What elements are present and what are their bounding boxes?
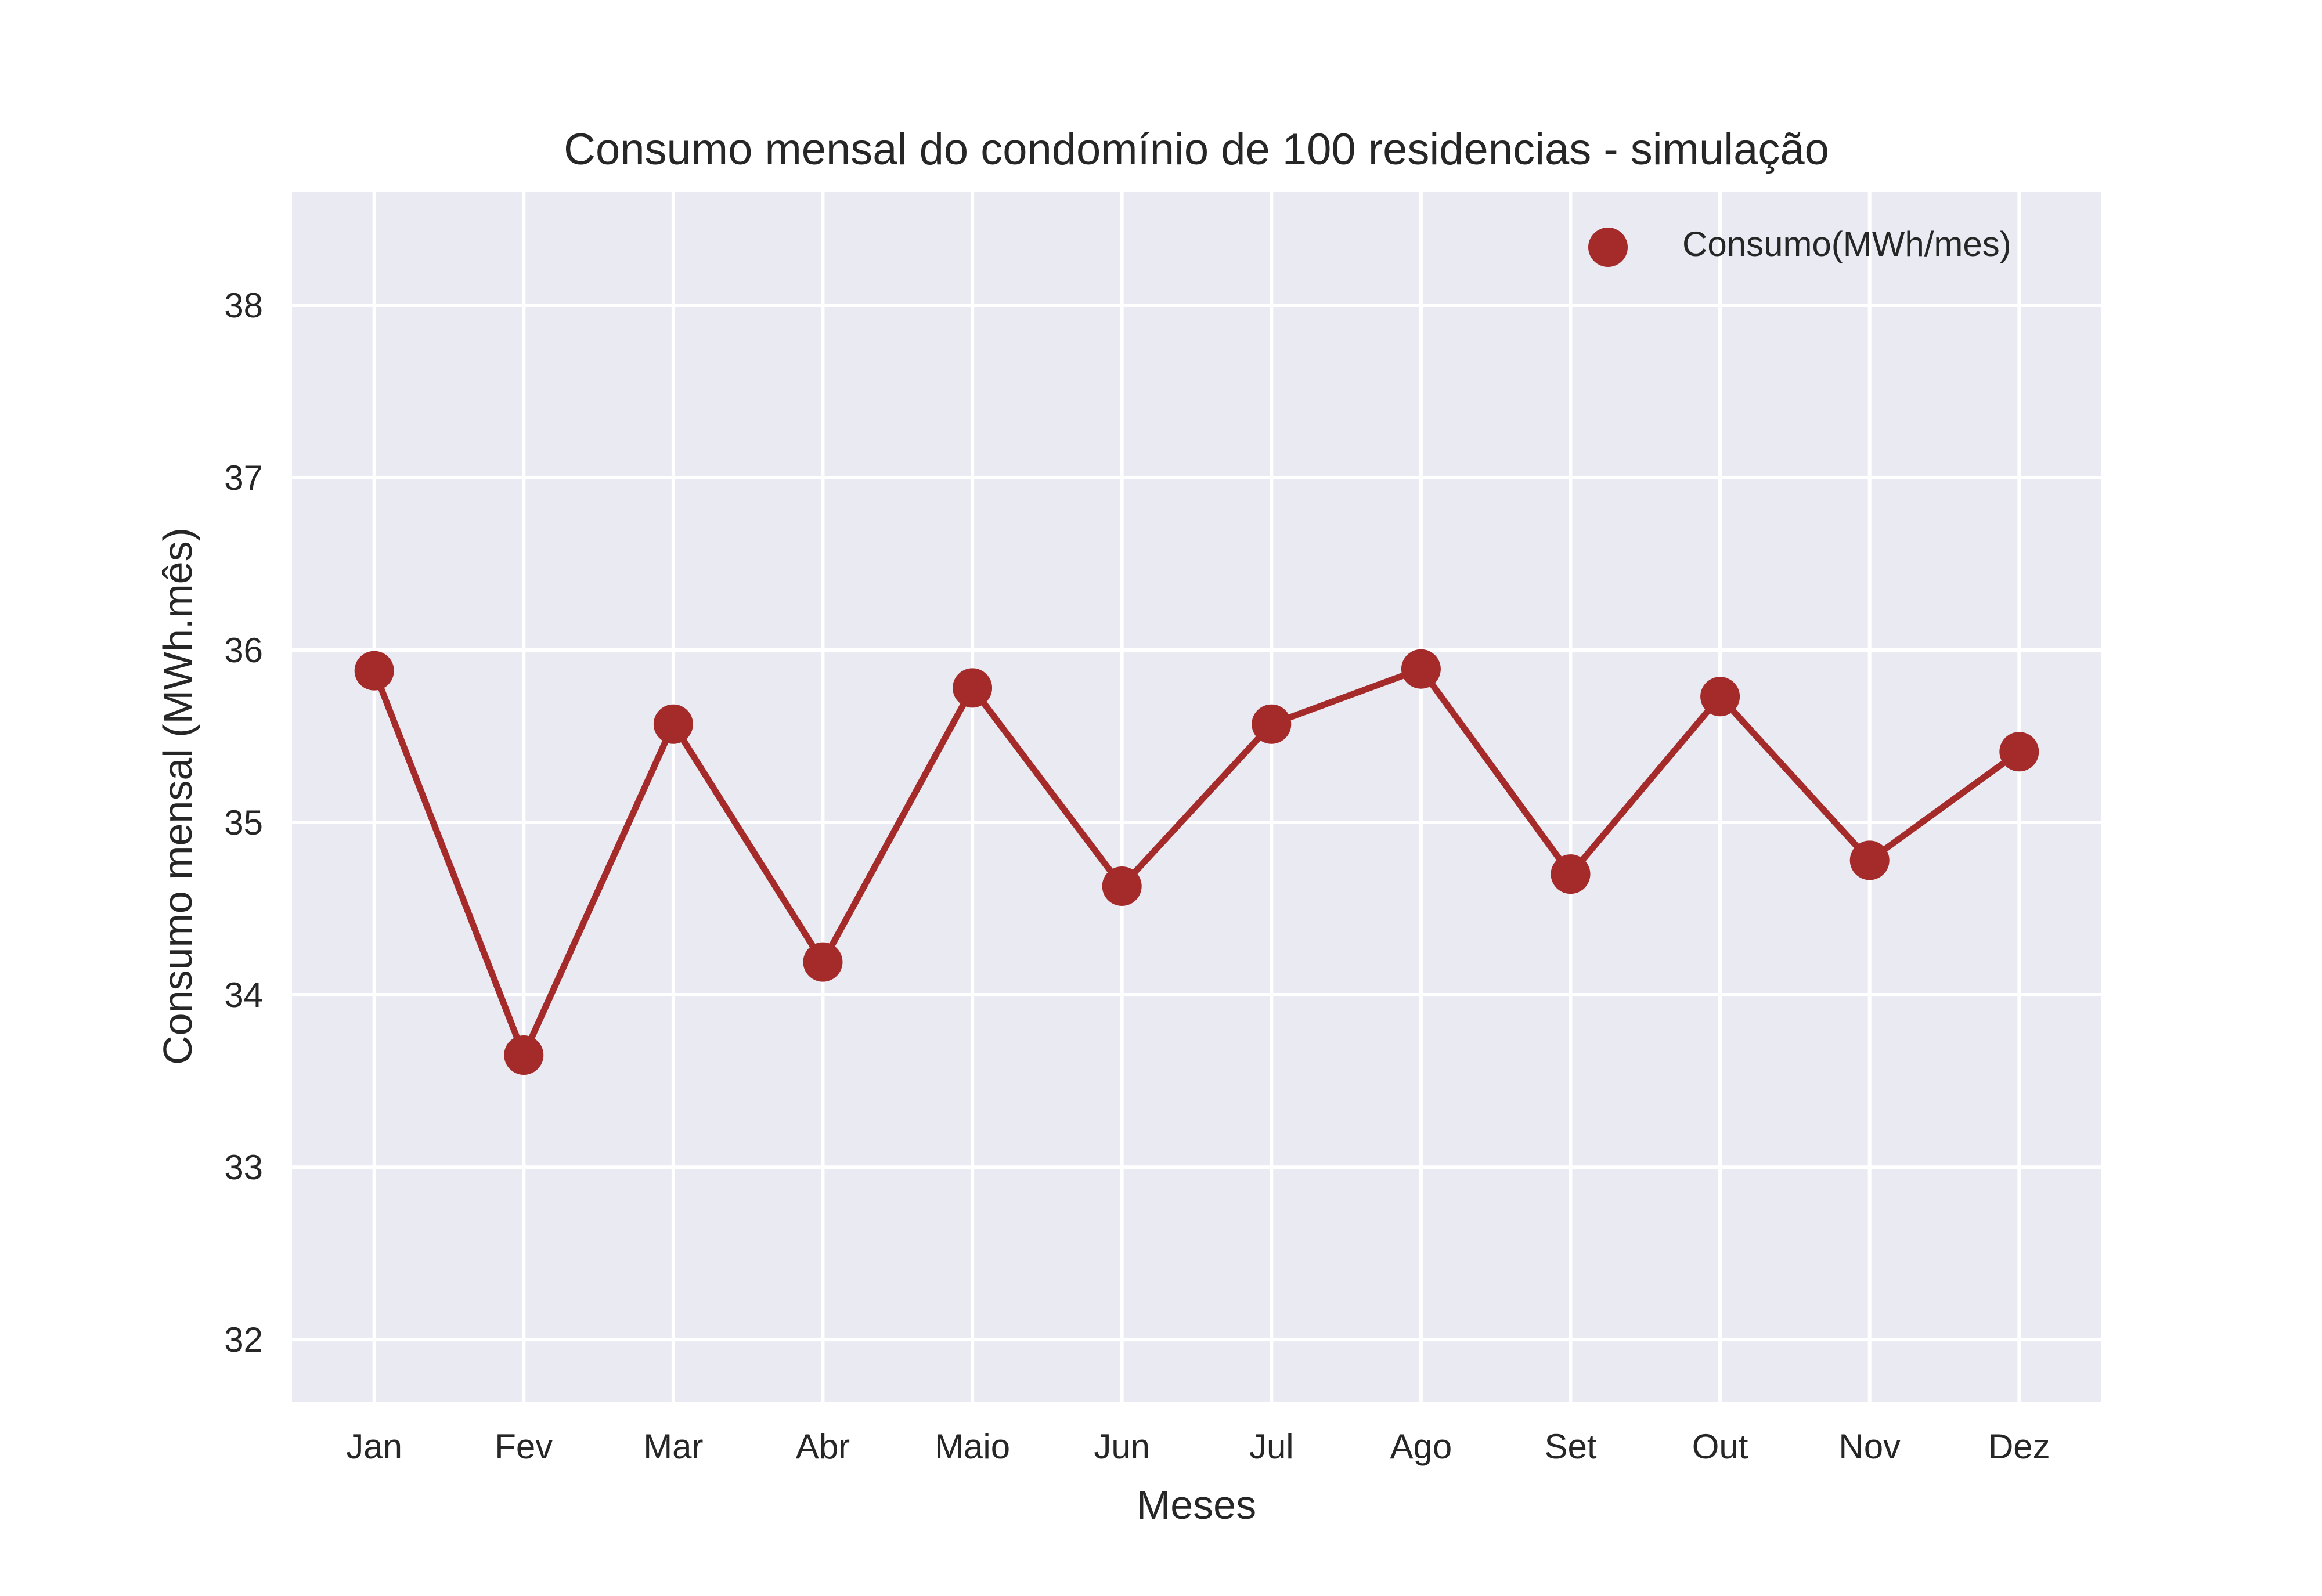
y-tick-label: 33 (224, 1148, 263, 1187)
x-tick-label: Jul (1249, 1427, 1294, 1466)
data-point (953, 668, 993, 708)
data-point (653, 704, 693, 744)
x-axis-label: Meses (1137, 1482, 1256, 1528)
legend-marker (1588, 228, 1628, 267)
y-tick-label: 38 (224, 286, 263, 325)
data-point (1999, 732, 2039, 772)
y-tick-label: 34 (224, 976, 263, 1014)
data-point (1849, 840, 1890, 880)
y-tick-label: 35 (224, 803, 263, 842)
x-tick-labels: Jan Fev Mar Abr Maio Jun Jul Ago Set Out Nov Dez (346, 1427, 2050, 1466)
plot-area (292, 192, 2101, 1402)
series-line (371, 666, 2021, 1059)
data-point (1401, 649, 1441, 689)
data-point (1551, 854, 1591, 894)
x-tick-label: Abr (796, 1427, 850, 1466)
series-layer (354, 649, 2039, 1075)
data-point (504, 1035, 544, 1075)
y-tick-label: 32 (224, 1320, 263, 1359)
x-tick-label: Out (1692, 1427, 1748, 1466)
y-tick-label: 37 (224, 458, 263, 497)
data-point (1700, 677, 1740, 717)
x-tick-label: Maio (935, 1427, 1010, 1466)
x-tick-label: Nov (1838, 1427, 1901, 1466)
x-tick-label: Set (1544, 1427, 1596, 1466)
y-tick-labels: 32 33 34 35 36 37 38 (224, 286, 263, 1359)
data-point (354, 651, 394, 691)
grid (292, 192, 2101, 1402)
data-point (1102, 866, 1142, 906)
chart-title: Consumo mensal do condomínio de 100 resi… (564, 125, 1829, 174)
x-tick-label: Jun (1094, 1427, 1150, 1466)
y-axis-label: Consumo mensal (MWh.mês) (155, 528, 200, 1065)
legend-label: Consumo(MWh/mes) (1682, 225, 2011, 263)
x-tick-label: Mar (643, 1427, 703, 1466)
data-point (1252, 704, 1292, 744)
y-tick-label: 36 (224, 631, 263, 670)
data-point (803, 942, 843, 982)
legend: Consumo(MWh/mes) (1588, 225, 2011, 267)
x-tick-label: Jan (346, 1427, 402, 1466)
x-tick-label: Ago (1390, 1427, 1452, 1466)
x-tick-label: Fev (495, 1427, 553, 1466)
x-tick-label: Dez (1988, 1427, 2050, 1466)
